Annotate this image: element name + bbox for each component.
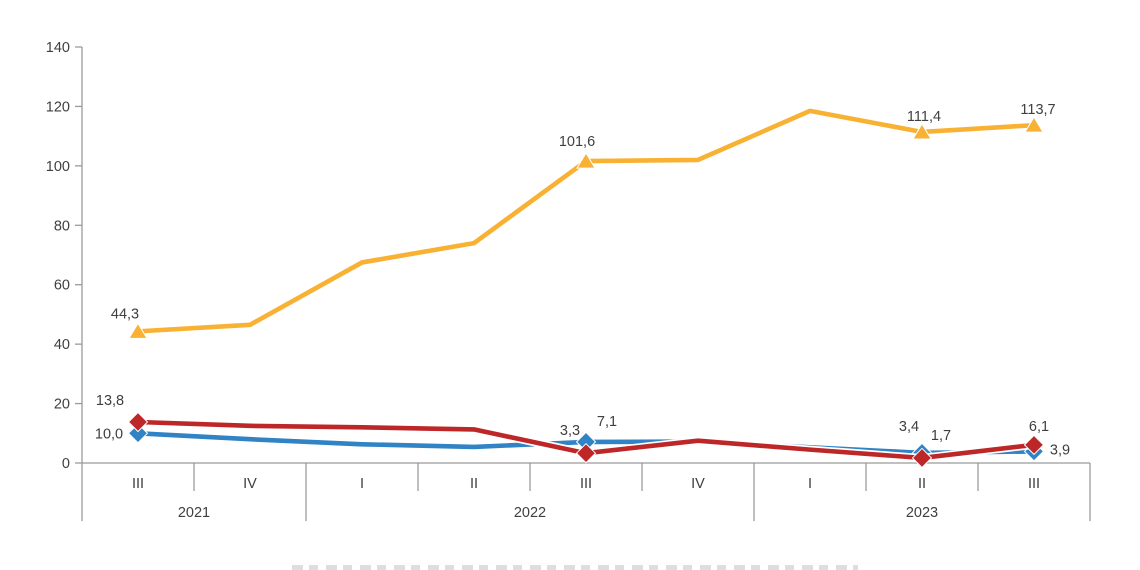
x-quarter-label: III (1028, 476, 1040, 492)
x-year-label: 2022 (514, 505, 546, 521)
x-quarter-label: III (580, 476, 592, 492)
x-quarter-label: II (918, 476, 926, 492)
yellow-index-series-data-label: 111,4 (907, 109, 941, 125)
blue-series-marker-diamond (127, 423, 149, 444)
y-tick-label: 20 (54, 397, 70, 413)
x-quarter-label: I (808, 476, 812, 492)
x-quarter-label: IV (243, 476, 257, 492)
y-tick-label: 120 (46, 99, 70, 115)
yellow-index-series-marker-triangle (576, 152, 596, 169)
yellow-index-series-marker-triangle (912, 123, 932, 140)
cutoff-legend-strip (292, 565, 858, 570)
yellow-index-series-data-label: 101,6 (559, 134, 595, 150)
yellow-index-series-data-label: 44,3 (111, 306, 139, 322)
red-series-marker-diamond (575, 442, 597, 464)
x-quarter-label: III (132, 476, 144, 492)
x-year-label: 2023 (906, 505, 938, 521)
y-tick-label: 100 (46, 159, 70, 175)
red-series-data-label: 6,1 (1029, 419, 1049, 435)
red-series-marker-diamond (911, 447, 933, 469)
red-series-data-label: 13,8 (96, 393, 124, 409)
red-series-data-label: 3,3 (560, 423, 580, 439)
x-quarter-label: IV (691, 476, 705, 492)
blue-series-data-label: 3,9 (1050, 442, 1070, 458)
blue-series-data-label: 3,4 (899, 419, 919, 435)
x-year-label: 2021 (178, 505, 210, 521)
y-tick-label: 0 (62, 456, 70, 472)
yellow-index-series-marker-triangle (1024, 116, 1044, 133)
y-tick-label: 140 (46, 40, 70, 56)
y-tick-label: 60 (54, 278, 70, 294)
yellow-index-series-data-label: 113,7 (1020, 102, 1055, 118)
red-series-data-label: 1,7 (931, 428, 951, 444)
yellow-index-series-marker-triangle (128, 322, 148, 339)
x-quarter-label: II (470, 476, 478, 492)
blue-series-data-label: 10,0 (95, 426, 123, 442)
x-quarter-label: I (360, 476, 364, 492)
y-tick-label: 40 (54, 337, 70, 353)
y-tick-label: 80 (54, 218, 70, 234)
red-series-marker-diamond (1023, 434, 1045, 456)
red-series-marker-diamond (127, 411, 149, 433)
blue-series-data-label: 7,1 (597, 414, 617, 430)
